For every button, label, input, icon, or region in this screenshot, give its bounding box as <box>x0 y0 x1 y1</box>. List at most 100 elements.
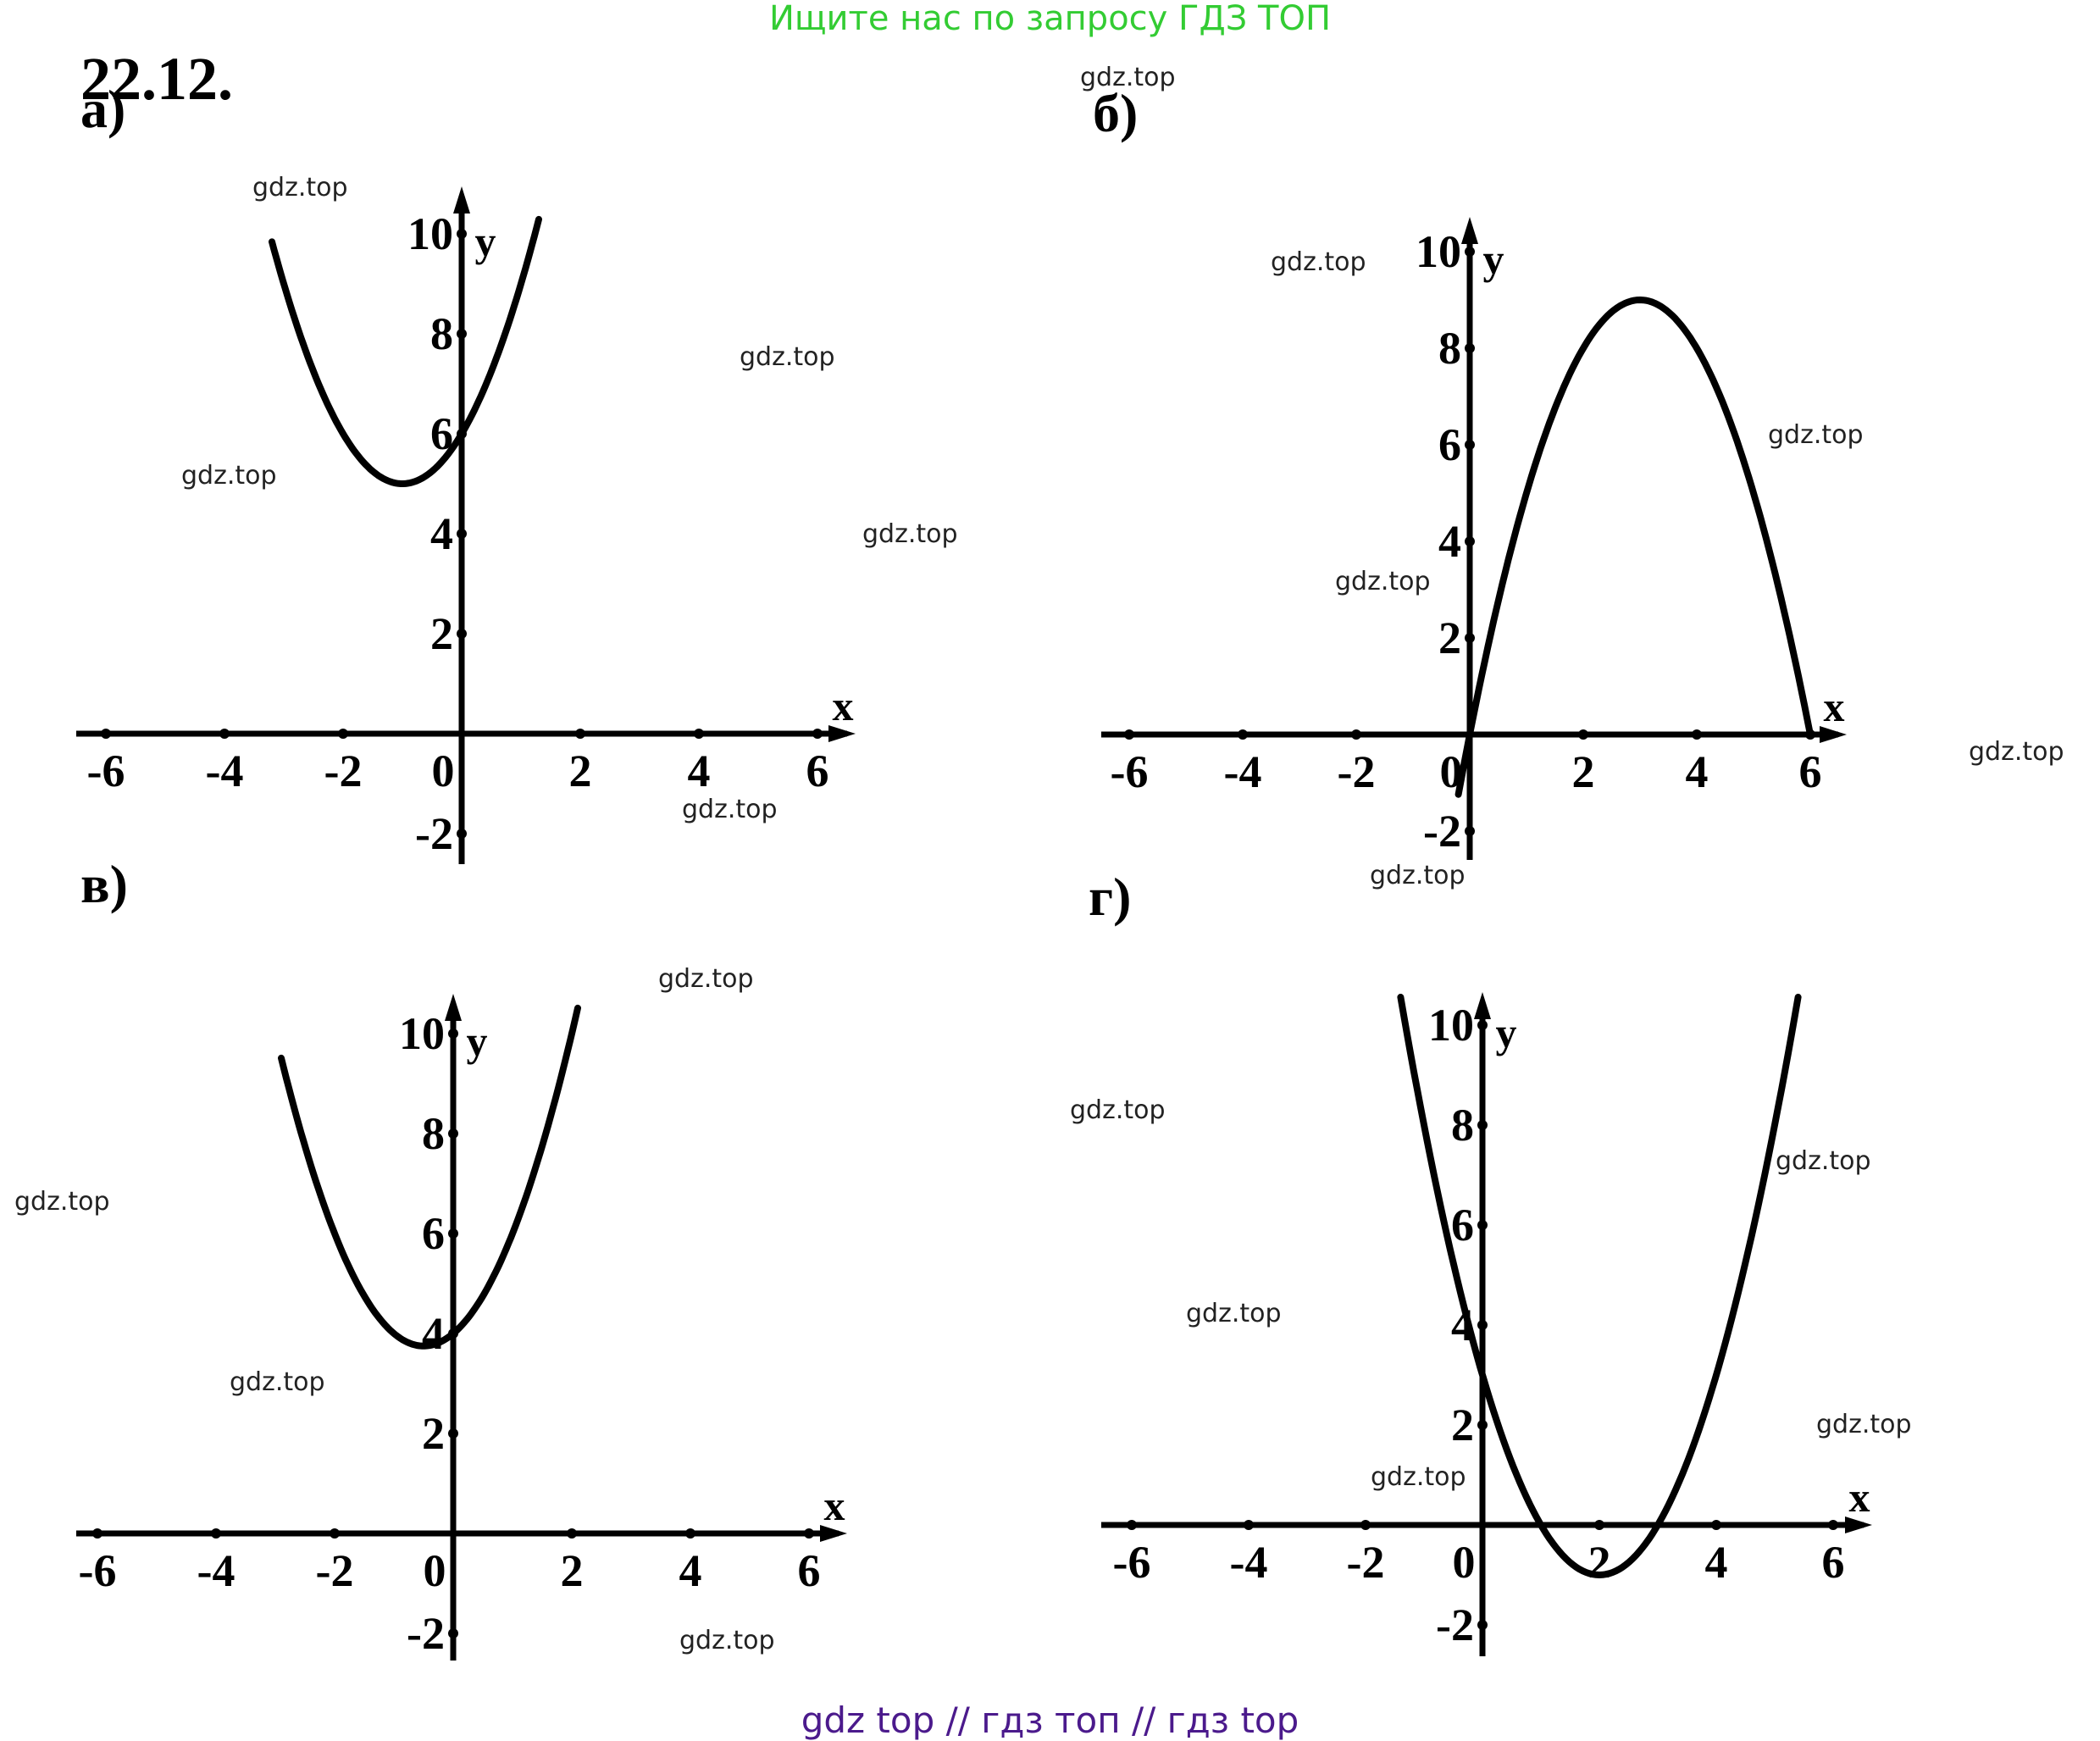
parabola-curve <box>1397 994 1802 1578</box>
x-axis-arrow <box>1845 1516 1872 1533</box>
y-axis-arrow <box>1474 992 1491 1019</box>
x-axis-arrow <box>1820 726 1847 743</box>
y-tick-label: -2 <box>415 808 453 859</box>
panel-label: г) <box>1089 867 1131 927</box>
y-tick-mark <box>448 1128 458 1139</box>
x-tick-mark <box>1711 1520 1721 1530</box>
watermark: gdz.top <box>1186 1299 1282 1328</box>
parabola-curve <box>1454 297 1814 798</box>
y-tick-label: 2 <box>1438 613 1461 663</box>
watermark: gdz.top <box>1371 1462 1466 1492</box>
x-tick-label: -6 <box>79 1545 117 1596</box>
x-axis-label: x <box>1849 1473 1870 1521</box>
y-tick-mark <box>1477 1620 1488 1630</box>
x-tick-label: 6 <box>1799 746 1822 797</box>
y-tick-mark <box>1477 1220 1488 1230</box>
x-tick-label: 0 <box>1453 1537 1476 1588</box>
x-tick-mark <box>92 1528 103 1539</box>
y-tick-label: 8 <box>430 308 453 359</box>
panel-label: б) <box>1093 83 1138 143</box>
y-tick-label: 6 <box>422 1208 445 1259</box>
parabola-curve <box>269 215 542 487</box>
x-tick-label: -2 <box>316 1545 354 1596</box>
x-tick-label: 0 <box>432 746 455 796</box>
x-tick-label: 2 <box>569 746 592 796</box>
y-tick-label: 8 <box>422 1108 445 1159</box>
x-tick-mark <box>1828 1520 1838 1530</box>
x-tick-mark <box>1127 1520 1137 1530</box>
x-tick-label: 2 <box>1588 1537 1611 1588</box>
y-tick-mark <box>1465 536 1475 546</box>
x-tick-label: -2 <box>1347 1537 1385 1588</box>
watermark: gdz.top <box>1335 567 1431 596</box>
x-tick-label: 4 <box>1686 746 1709 797</box>
x-tick-mark <box>101 729 111 739</box>
y-axis-arrow <box>1461 217 1478 244</box>
x-tick-mark <box>1692 729 1702 740</box>
x-tick-label: -6 <box>1111 746 1149 797</box>
x-tick-mark <box>567 1528 577 1539</box>
y-tick-mark <box>1477 1120 1488 1130</box>
x-tick-label: 2 <box>561 1545 584 1596</box>
y-tick-label: 10 <box>399 1008 445 1059</box>
problem-number: 22.12. <box>80 45 233 113</box>
y-tick-mark <box>1477 1320 1488 1330</box>
x-tick-label: -2 <box>1338 746 1376 797</box>
watermark: gdz.top <box>862 519 958 549</box>
x-axis-label: x <box>1824 683 1845 730</box>
watermark: gdz.top <box>1816 1410 1912 1439</box>
watermark: gdz.top <box>740 342 835 372</box>
y-axis-label: y <box>467 1017 488 1065</box>
watermark: gdz.top <box>181 461 277 491</box>
y-tick-label: 4 <box>430 508 453 559</box>
y-axis-arrow <box>453 186 470 213</box>
y-tick-mark <box>1465 343 1475 353</box>
x-tick-label: 6 <box>806 746 829 796</box>
watermark: gdz.top <box>1271 247 1366 277</box>
y-tick-label: 2 <box>1451 1400 1474 1450</box>
y-axis-arrow <box>445 994 462 1021</box>
watermark: gdz.top <box>1370 861 1466 890</box>
y-tick-mark <box>457 529 467 539</box>
chart-panel: в) x y -6 -4 -2 0 2 4 6 10 8 6 4 2 -2 <box>76 854 847 1661</box>
y-tick-label: 2 <box>422 1408 445 1459</box>
x-tick-mark <box>219 729 230 739</box>
x-tick-label: 2 <box>1572 746 1595 797</box>
x-axis-label: x <box>824 1482 845 1529</box>
y-axis-label: y <box>475 218 496 265</box>
x-axis-arrow <box>828 725 856 742</box>
x-tick-label: 4 <box>1705 1537 1728 1588</box>
x-tick-label: 0 <box>424 1545 446 1596</box>
y-tick-mark <box>1465 247 1475 257</box>
y-tick-label: 8 <box>1451 1100 1474 1151</box>
y-tick-label: 6 <box>1438 419 1461 470</box>
x-tick-label: -4 <box>197 1545 235 1596</box>
y-tick-mark <box>1477 1020 1488 1030</box>
x-tick-label: -6 <box>1113 1537 1151 1588</box>
watermark: gdz.top <box>1080 63 1176 92</box>
y-tick-label: 4 <box>422 1308 445 1359</box>
x-tick-label: -4 <box>1230 1537 1268 1588</box>
y-tick-label: -2 <box>1436 1600 1474 1650</box>
x-tick-label: 4 <box>679 1545 702 1596</box>
y-tick-mark <box>448 1029 458 1039</box>
x-tick-mark <box>1244 1520 1254 1530</box>
y-tick-mark <box>457 629 467 639</box>
y-tick-label: 10 <box>1428 1000 1474 1051</box>
y-tick-label: 4 <box>1438 516 1461 567</box>
x-tick-mark <box>694 729 704 739</box>
y-tick-mark <box>457 329 467 339</box>
y-axis-label: y <box>1496 1009 1517 1056</box>
y-tick-label: 8 <box>1438 323 1461 374</box>
parabola-curve <box>278 1004 581 1350</box>
x-tick-label: 6 <box>1822 1537 1845 1588</box>
watermark: gdz.top <box>230 1367 325 1397</box>
y-tick-label: 10 <box>407 208 453 259</box>
x-tick-mark <box>330 1528 340 1539</box>
x-tick-mark <box>211 1528 221 1539</box>
watermark: gdz.top <box>1776 1146 1871 1176</box>
x-tick-mark <box>1594 1520 1604 1530</box>
x-tick-mark <box>1578 729 1588 740</box>
